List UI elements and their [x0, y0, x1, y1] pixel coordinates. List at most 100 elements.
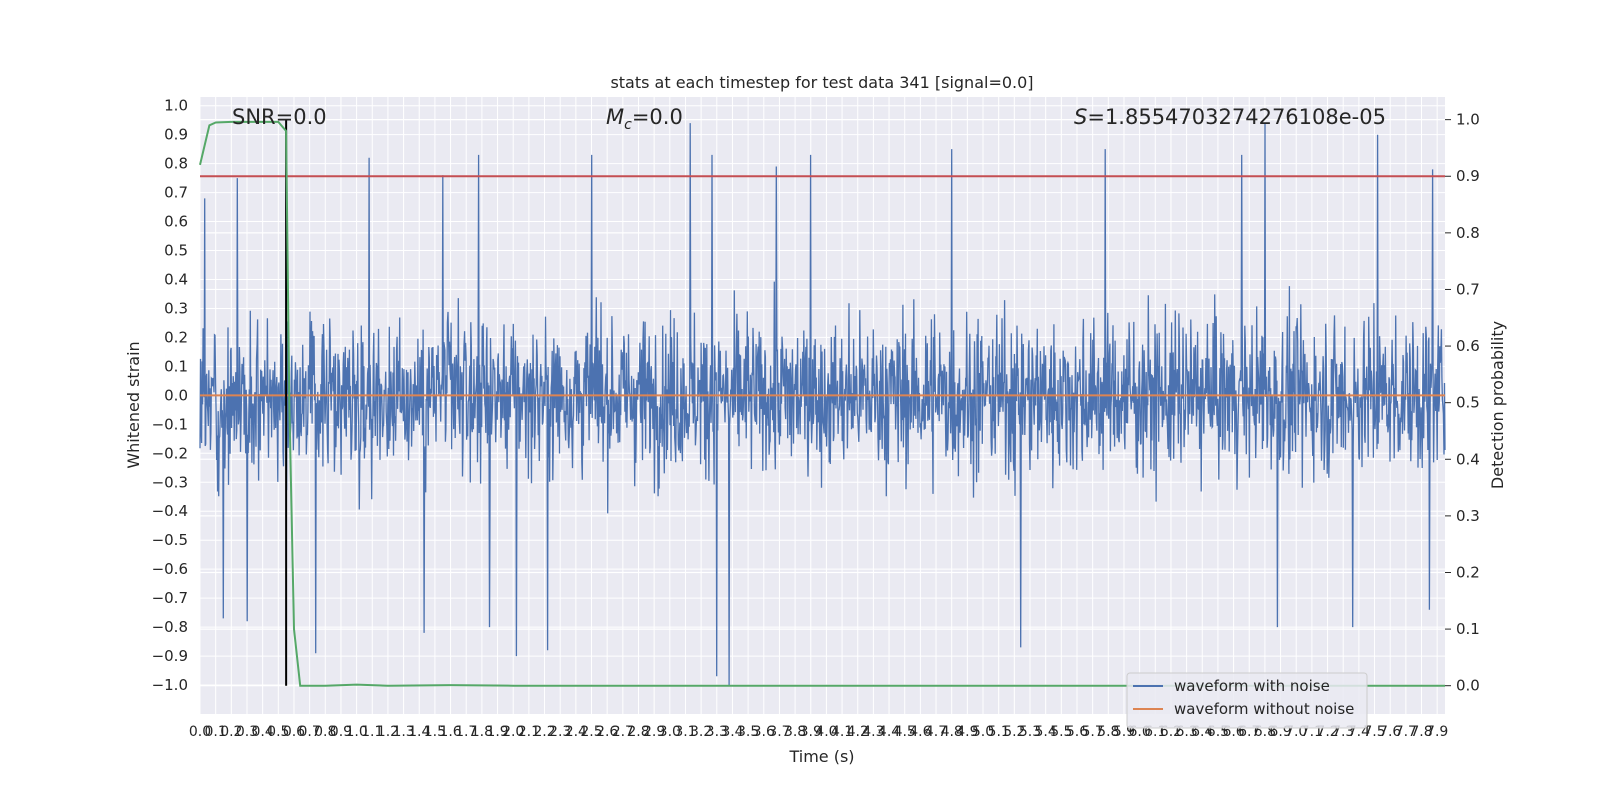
x-tick-label: 4.0 — [815, 724, 837, 740]
x-tick-label: 3.4 — [721, 724, 743, 740]
x-tick-label: 0.1 — [205, 724, 227, 740]
x-tick-label: 2.9 — [643, 724, 665, 740]
x-tick-label: 4.8 — [941, 724, 963, 740]
x-tick-label: 0.6 — [283, 724, 305, 740]
x-tick-label: 2.6 — [596, 724, 618, 740]
x-tick-label: 3.7 — [768, 724, 790, 740]
x-tick-label: 5.0 — [972, 724, 994, 740]
s-value: =1.8554703274276108e-05 — [1087, 105, 1386, 129]
x-tick-label: 4.2 — [847, 724, 869, 740]
y-tick-label-left: 0.7 — [164, 184, 188, 202]
x-tick-label: 5.5 — [1050, 724, 1072, 740]
legend-label-clean: waveform without noise — [1174, 700, 1354, 718]
x-tick-label: 4.5 — [894, 724, 916, 740]
mc-subscript: c — [624, 117, 632, 133]
mc-symbol: M — [606, 105, 624, 129]
x-tick-label: 7.6 — [1379, 724, 1401, 740]
x-tick-label: 1.8 — [471, 724, 493, 740]
x-tick-label: 3.9 — [800, 724, 822, 740]
y-tick-label-right: 0.8 — [1456, 224, 1480, 242]
y-tick-label-left: −0.1 — [152, 415, 188, 433]
x-tick-label: 0.5 — [267, 724, 289, 740]
x-axis-label: Time (s) — [788, 747, 854, 766]
x-tick-label: 3.0 — [659, 724, 681, 740]
s-symbol: S — [1074, 105, 1087, 129]
detection-probability-line — [199, 120, 1445, 687]
y-tick-label-left: 0.2 — [164, 328, 188, 346]
x-tick-label: 0.2 — [220, 724, 242, 740]
waveform-with-noise-series — [199, 123, 1446, 686]
x-tick-label: 2.2 — [533, 724, 555, 740]
left-y-axis-label: Whitened strain — [124, 341, 143, 468]
x-tick-label: 1.4 — [408, 724, 430, 740]
x-tick-label: 3.3 — [706, 724, 728, 740]
y-tick-label-right: 0.7 — [1456, 280, 1480, 298]
s-annotation: S=1.8554703274276108e-05 — [1074, 105, 1386, 129]
y-tick-label-right: 0.0 — [1456, 677, 1480, 695]
x-tick-label: 2.0 — [502, 724, 524, 740]
y-tick-label-right: 0.1 — [1456, 620, 1480, 638]
y-tick-label-left: 0.9 — [164, 126, 188, 144]
y-tick-label-left: 0.5 — [164, 242, 188, 260]
x-tick-label: 1.0 — [345, 724, 367, 740]
x-tick-label: 2.5 — [580, 724, 602, 740]
waveform-with-noise-line — [199, 123, 1446, 686]
snr-annotation: SNR=0.0 — [232, 105, 327, 129]
right-y-axis: 1.0 0.9 0.8 0.7 0.6 0.5 0.4 0.3 0.2 0.1 0.0 — [1445, 111, 1480, 695]
x-tick-label: 1.1 — [361, 724, 383, 740]
x-axis: 0.00.10.20.30.40.50.60.70.80.91.01.11.21… — [189, 724, 1448, 740]
right-y-axis-label: Detection probability — [1488, 321, 1507, 489]
y-tick-label-right: 0.3 — [1456, 507, 1480, 525]
x-tick-label: 0.7 — [298, 724, 320, 740]
y-tick-label-left: 0.6 — [164, 213, 188, 231]
y-tick-label-left: 0.3 — [164, 299, 188, 317]
y-tick-label-left: −0.8 — [152, 618, 188, 636]
x-tick-label: 4.3 — [862, 724, 884, 740]
x-tick-label: 3.5 — [737, 724, 759, 740]
x-tick-label: 2.7 — [612, 724, 634, 740]
x-tick-label: 5.7 — [1082, 724, 1104, 740]
legend-box — [1126, 672, 1368, 729]
y-tick-label-left: −0.4 — [152, 502, 188, 520]
x-tick-label: 5.1 — [988, 724, 1010, 740]
x-tick-label: 4.6 — [909, 724, 931, 740]
x-tick-label: 1.5 — [424, 724, 446, 740]
y-tick-label-right: 0.5 — [1456, 394, 1480, 412]
y-tick-label-left: 0.1 — [164, 357, 188, 375]
overlay-lines — [199, 119, 1445, 687]
x-tick-label: 5.2 — [1003, 724, 1025, 740]
x-tick-label: 0.9 — [330, 724, 352, 740]
y-tick-label-right: 1.0 — [1456, 111, 1480, 129]
x-tick-label: 7.5 — [1363, 724, 1385, 740]
x-tick-label: 0.4 — [252, 724, 274, 740]
x-tick-label: 2.4 — [565, 724, 587, 740]
x-tick-label: 3.8 — [784, 724, 806, 740]
x-tick-label: 5.4 — [1035, 724, 1057, 740]
x-tick-label: 2.3 — [549, 724, 571, 740]
x-tick-label: 4.7 — [925, 724, 947, 740]
chirp-mass-annotation: Mc=0.0 — [606, 105, 683, 133]
y-tick-label-right: 0.9 — [1456, 167, 1480, 185]
y-tick-label-right: 0.6 — [1456, 337, 1480, 355]
x-tick-label: 0.3 — [236, 724, 258, 740]
x-tick-label: 0.0 — [189, 724, 211, 740]
y-tick-label-left: 0.0 — [164, 386, 188, 404]
y-tick-label-left: −1.0 — [152, 676, 188, 694]
x-tick-label: 5.8 — [1097, 724, 1119, 740]
y-tick-label-left: −0.5 — [152, 531, 188, 549]
x-tick-label: 1.3 — [392, 724, 414, 740]
x-tick-label: 1.7 — [455, 724, 477, 740]
y-tick-label-right: 0.4 — [1456, 450, 1480, 468]
x-tick-label: 7.9 — [1426, 724, 1448, 740]
x-tick-label: 1.9 — [486, 724, 508, 740]
y-tick-label-right: 0.2 — [1456, 563, 1480, 581]
y-tick-label-left: −0.3 — [152, 473, 188, 491]
x-tick-label: 3.1 — [674, 724, 696, 740]
chart-title: stats at each timestep for test data 341… — [610, 73, 1033, 92]
x-tick-label: 3.6 — [753, 724, 775, 740]
y-tick-label-left: 1.0 — [164, 97, 188, 115]
x-tick-label: 4.9 — [956, 724, 978, 740]
y-tick-label-left: 0.8 — [164, 155, 188, 173]
